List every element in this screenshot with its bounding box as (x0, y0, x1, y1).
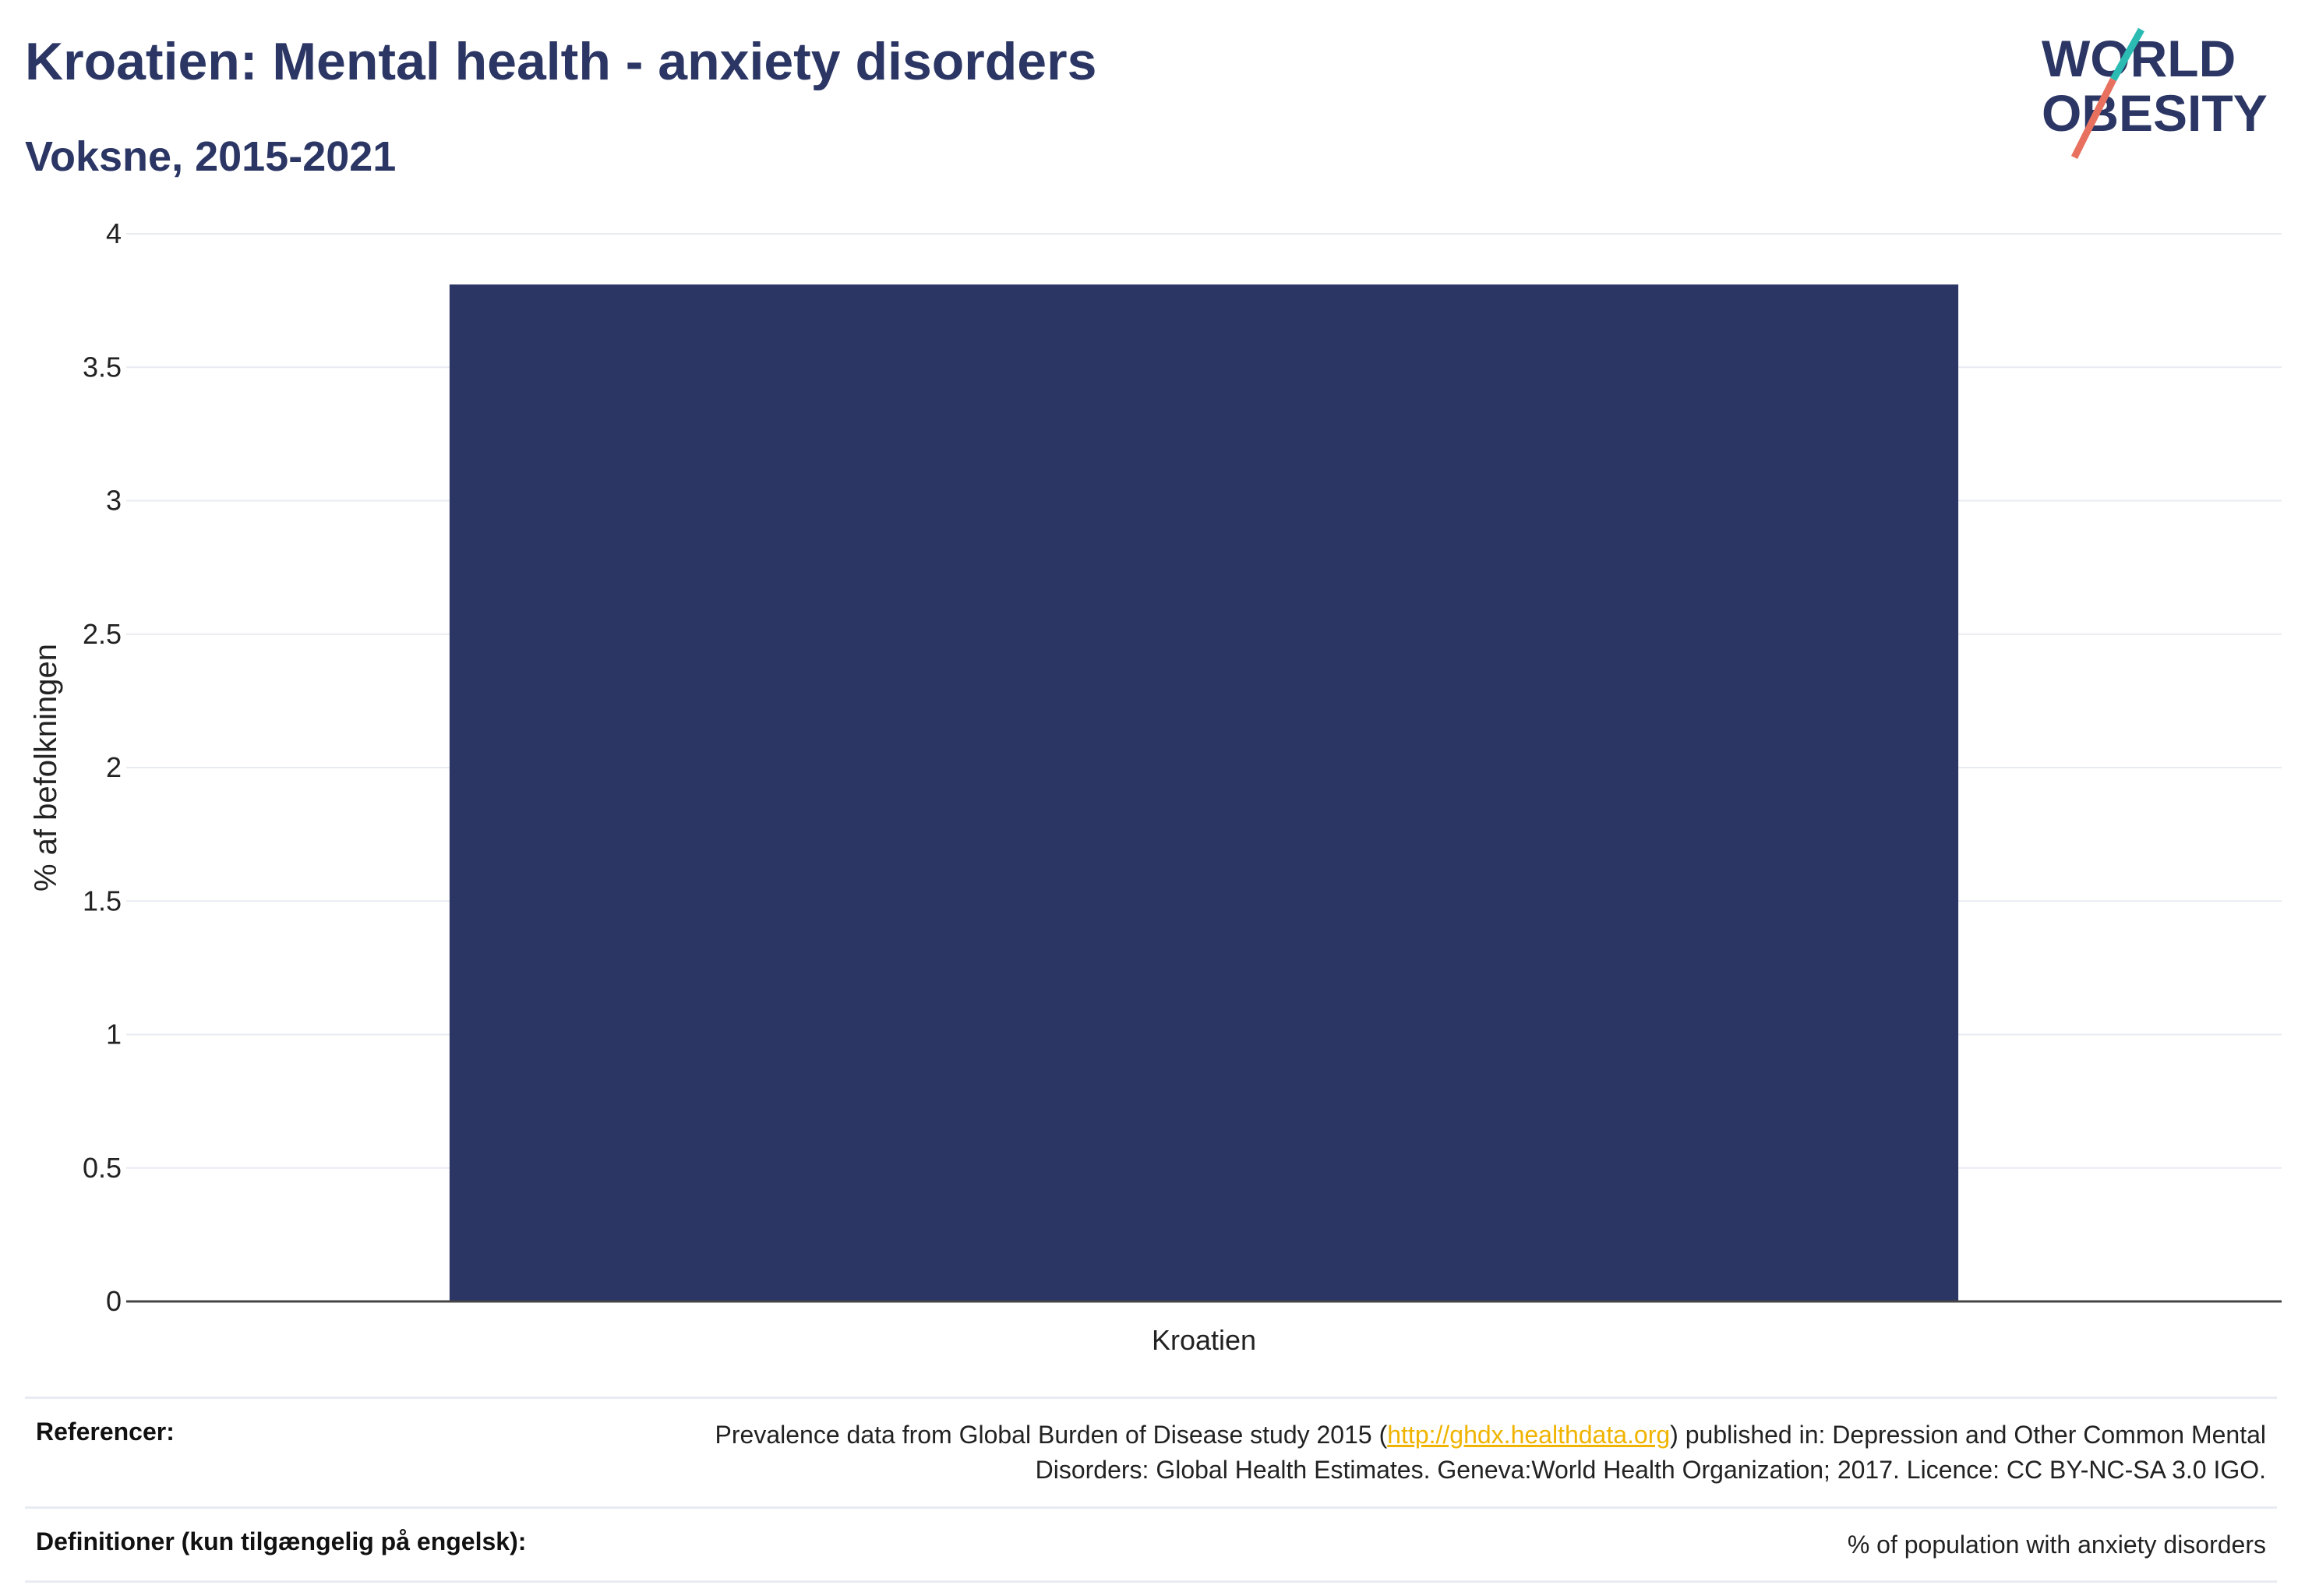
y-tick-label: 2.5 (83, 618, 122, 650)
y-tick-label: 2 (106, 751, 122, 783)
y-tick-label: 1.5 (83, 885, 122, 916)
footer: Referencer: Prevalence data from Global … (25, 1396, 2277, 1584)
logo-slash-teal (2110, 27, 2144, 82)
y-axis-label: % af befolkningen (29, 644, 63, 892)
chart: 0 0.5 1 1.5 2 2.5 3 3.5 4 Kroatien % af befolkni… (29, 217, 2282, 1356)
references-text: Prevalence data from Global Burden of Di… (598, 1418, 2266, 1488)
references-label: Referencer: (36, 1418, 175, 1446)
y-tick-label: 0.5 (83, 1152, 122, 1184)
definitions-text: % of population with anxiety disorders (1847, 1530, 2266, 1559)
definitions-row: Definitioner (kun tilgængelig på engelsk… (25, 1506, 2277, 1584)
y-tick-label: 0 (106, 1285, 122, 1317)
y-tick-label: 3.5 (83, 351, 122, 383)
bar[interactable] (449, 284, 1959, 1302)
definitions-label: Definitioner (kun tilgængelig på engelsk… (36, 1527, 527, 1555)
references-link[interactable]: http://ghdx.healthdata.org (1387, 1421, 1671, 1449)
y-tick-label: 4 (106, 217, 122, 249)
world-obesity-logo: WORLD OBESITY (2042, 27, 2268, 160)
logo-slash-coral (2070, 77, 2117, 160)
y-tick-label: 1 (106, 1019, 122, 1050)
bars (449, 284, 1959, 1302)
y-tick-label: 3 (106, 485, 122, 517)
y-tick-labels: 0 0.5 1 1.5 2 2.5 3 3.5 4 (83, 217, 122, 1317)
page-title: Kroatien: Mental health - anxiety disord… (25, 32, 1097, 91)
references-text-before: Prevalence data from Global Burden of Di… (715, 1421, 1388, 1449)
logo-line-2: OBESITY (2042, 84, 2268, 142)
page-subtitle: Voksne, 2015-2021 (25, 133, 397, 180)
references-text-after: ) published in: Depression and Other Com… (1035, 1421, 2266, 1484)
references-row: Referencer: Prevalence data from Global … (25, 1396, 2277, 1506)
x-tick-label: Kroatien (1152, 1324, 1256, 1356)
x-tick-labels: Kroatien (1152, 1324, 1256, 1356)
